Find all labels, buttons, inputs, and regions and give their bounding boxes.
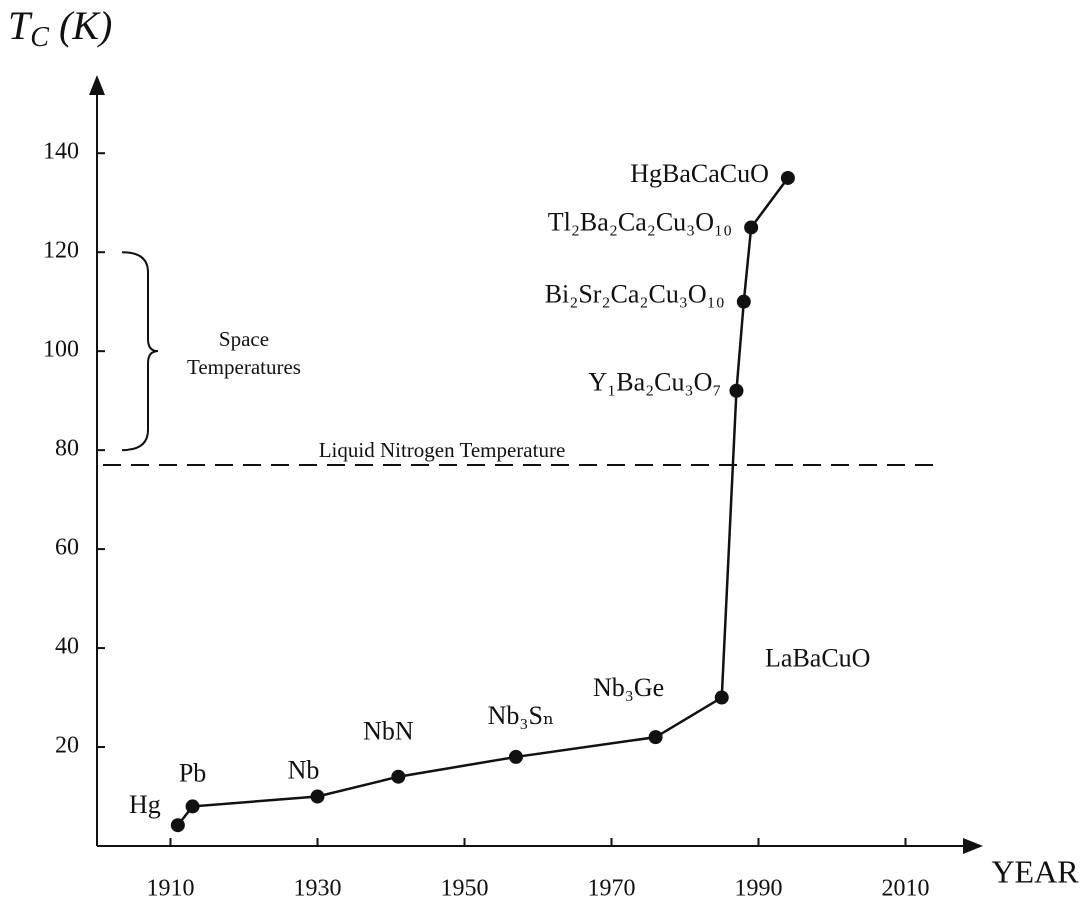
- point-label: Hg: [129, 790, 161, 819]
- y-tick-label: 40: [55, 634, 79, 660]
- point-label: NbN: [363, 717, 414, 746]
- y-tick-label: 120: [43, 238, 79, 264]
- y-tick-label: 140: [43, 139, 79, 165]
- x-tick-label: 1970: [588, 876, 636, 902]
- data-point: [310, 789, 325, 804]
- y-tick-label: 100: [43, 337, 79, 363]
- data-point: [736, 294, 751, 309]
- point-label: Pb: [179, 758, 206, 787]
- data-line: [176, 177, 789, 826]
- point-label: Nb₃Ge: [593, 673, 664, 702]
- data-point: [729, 383, 744, 398]
- reference-line-label: Liquid Nitrogen Temperature: [319, 438, 566, 462]
- data-point: [185, 799, 200, 814]
- x-tick-label: 1910: [147, 876, 195, 902]
- y-tick-label: 20: [55, 733, 79, 759]
- point-label: Nb₃Sₙ: [488, 701, 555, 730]
- data-point: [714, 690, 729, 705]
- point-label: Tl₂Ba₂Ca₂Cu₃O₁₀: [548, 207, 732, 236]
- point-label: Nb: [288, 755, 320, 784]
- point-label: Bi₂Sr₂Ca₂Cu₃O₁₀: [545, 280, 725, 309]
- x-axis-label: YEAR: [991, 853, 1079, 889]
- y-tick-label: 60: [55, 535, 79, 561]
- point-label: HgBaCaCuO: [630, 159, 769, 188]
- data-point: [391, 769, 406, 784]
- point-label: LaBaCuO: [765, 644, 870, 673]
- range-annotation-text: Temperatures: [187, 355, 301, 379]
- data-point: [508, 749, 523, 764]
- y-tick-label: 80: [55, 436, 79, 462]
- x-tick-label: 1930: [294, 876, 342, 902]
- y-axis-label: TC (K): [8, 3, 112, 53]
- x-tick-label: 1950: [441, 876, 489, 902]
- brace: [121, 251, 159, 452]
- range-annotation-text: Space: [219, 327, 269, 351]
- x-axis-arrow: [963, 838, 983, 854]
- y-axis-arrow: [89, 75, 105, 95]
- data-point: [744, 220, 759, 235]
- data-point: [170, 818, 185, 833]
- x-tick-label: 2010: [882, 876, 930, 902]
- x-tick-label: 1990: [735, 876, 783, 902]
- point-label: Y₁Ba₂Cu₃O₇: [588, 368, 721, 397]
- data-point: [780, 170, 795, 185]
- data-point: [648, 730, 663, 745]
